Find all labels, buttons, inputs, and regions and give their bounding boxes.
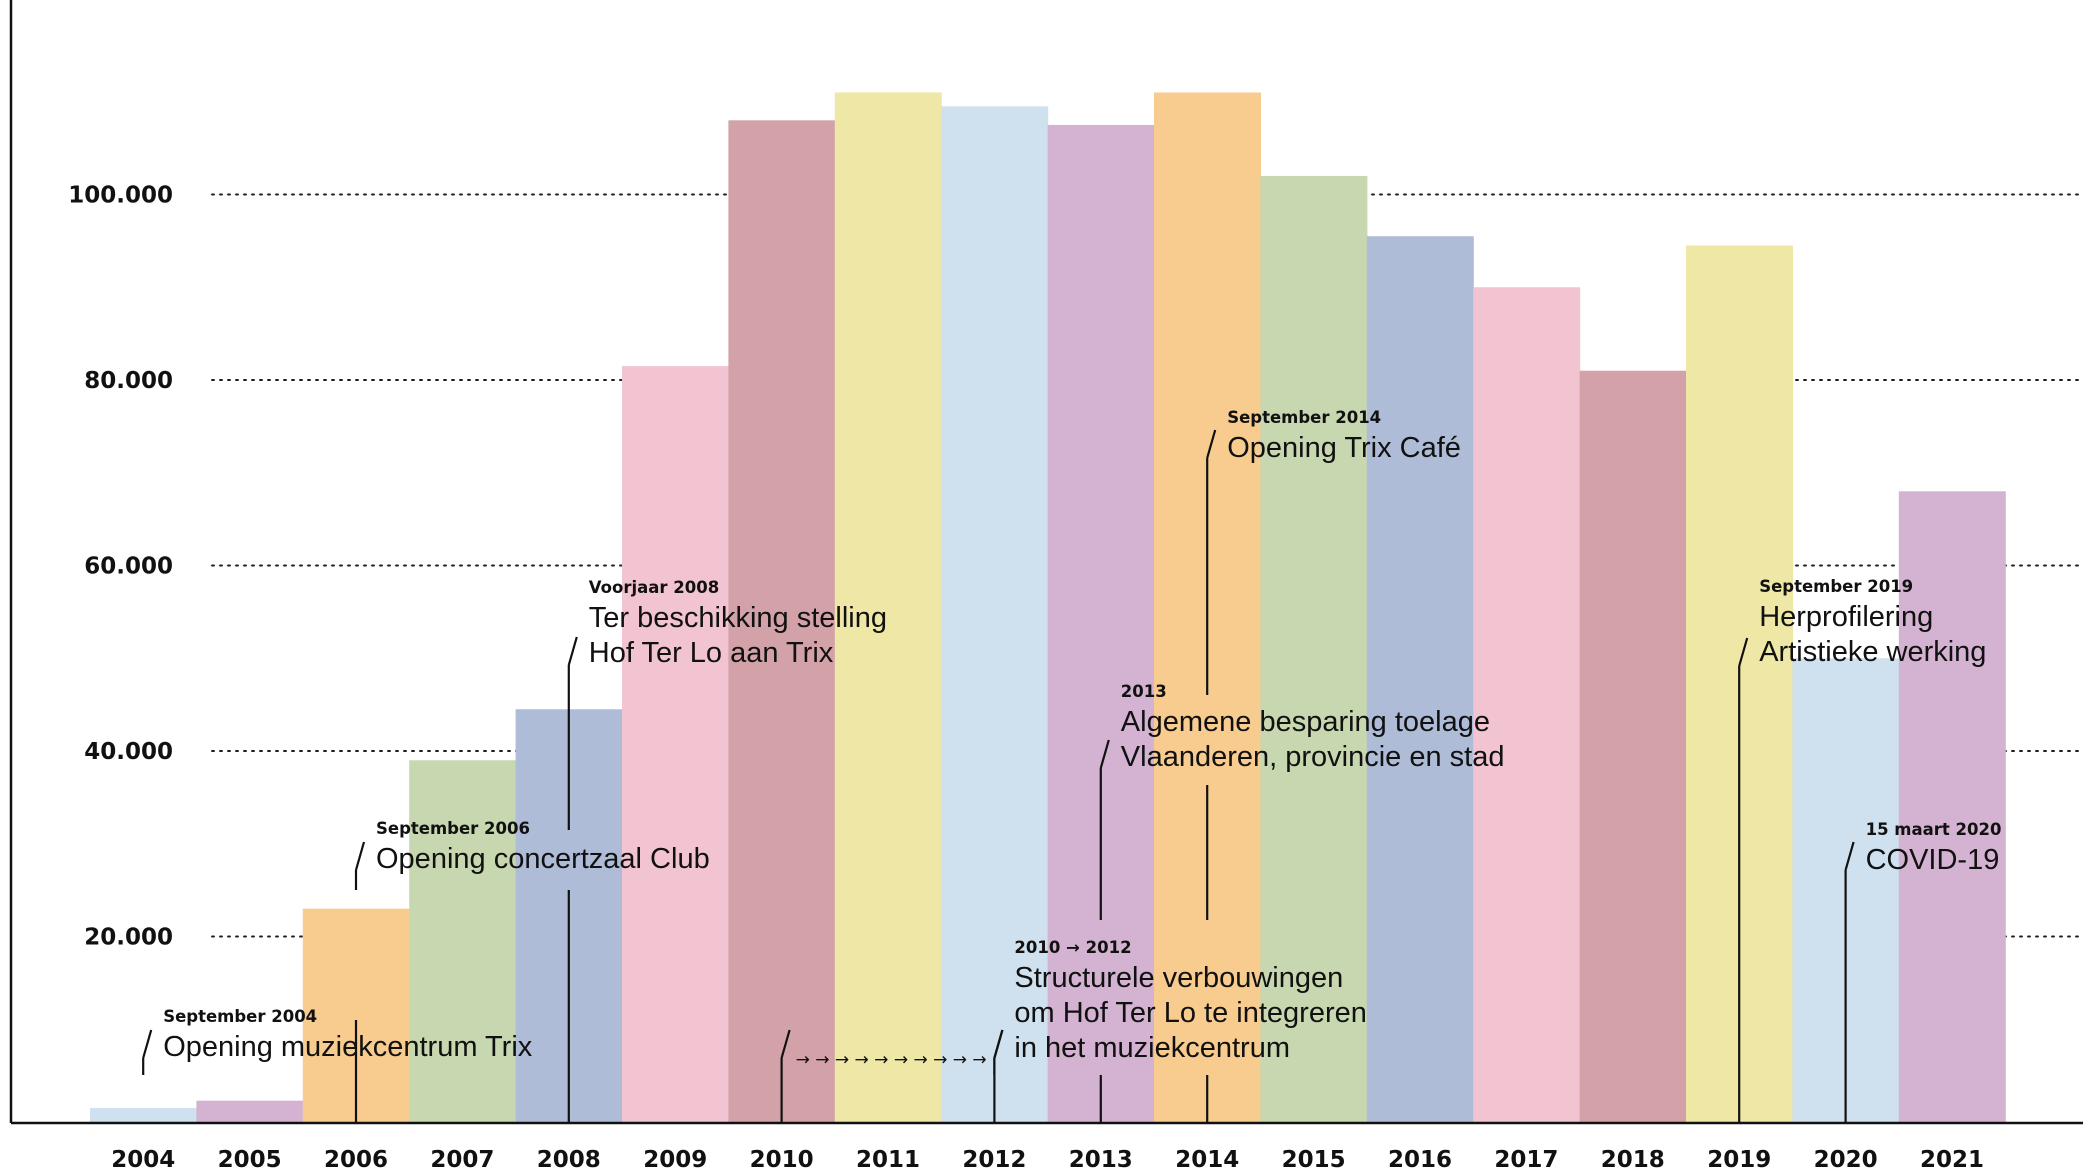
annotation-date: September 2014 [1227,408,1381,427]
x-tick-label: 2007 [430,1147,494,1171]
annotation-2013: 2013 Algemene besparing toelageVlaanderen… [1099,682,1505,1122]
annotation-2004: September 2004 Opening muziekcentrum Trix [142,1007,533,1075]
annotation-2020: 15 maart 2020 COVID-19 [1844,820,2002,1122]
x-tick-label: 2004 [111,1147,175,1171]
bar-2004 [90,1108,197,1122]
annotations: September 2004 Opening muziekcentrum Trix… [142,408,2002,1122]
bar-2011 [834,92,942,1123]
x-tick-label: 2021 [1920,1147,1984,1171]
leader-tick [567,636,578,666]
period-arrow-glyphs: → → → → → → → → → → [796,1050,987,1070]
x-tick-label: 2013 [1069,1147,1133,1171]
leader-tick [354,841,366,871]
leader-tick [1206,429,1217,459]
leader-tick [142,1029,153,1059]
x-tick-label: 2014 [1175,1147,1239,1171]
y-tick-label: 80.000 [84,368,173,394]
annotation-text: Hof Ter Lo aan Trix [589,637,834,669]
annotation-2008: Voorjaar 2008 Ter beschikking stellingHof… [567,578,887,1122]
annotation-text: Vlaanderen, provincie en stad [1121,741,1505,773]
leader-tick [1738,637,1749,667]
bar-2005 [196,1100,304,1122]
y-tick-label: 60.000 [84,554,173,580]
leader-tick [1099,739,1110,769]
bar-2013 [1047,124,1155,1122]
bar-2012 [941,106,1049,1122]
x-tick-label: 2015 [1282,1147,1346,1171]
x-tick-label: 2010 [750,1147,814,1171]
x-tick-label: 2016 [1388,1147,1452,1171]
annotation-text: COVID-19 [1866,844,2000,876]
annotation-2006: September 2006 Opening concertzaal Club [354,819,710,1122]
annotation-text: Opening Trix Café [1227,432,1461,464]
bar-2017 [1473,287,1581,1122]
leader-tick [780,1029,791,1059]
bars [90,92,2006,1123]
annotation-date: Voorjaar 2008 [589,578,719,597]
annotation-date: 15 maart 2020 [1866,820,2002,839]
annotation-2014: September 2014 Opening Trix Café [1206,408,1461,1122]
leader-tick [993,1029,1004,1059]
x-tick-label: 2012 [962,1147,1026,1171]
annotation-date: 2013 [1121,682,1167,701]
x-tick-label: 2006 [324,1147,388,1171]
annotation-date: September 2019 [1759,577,1913,596]
annotation-text: Herprofilering [1759,601,1933,633]
bar-2016 [1366,236,1474,1123]
x-tick-label: 2017 [1494,1147,1558,1171]
annotation-text: Artistieke werking [1759,636,1986,668]
y-tick-label: 100.000 [68,183,173,209]
axes [9,0,2083,1125]
x-tick-label: 2005 [218,1147,282,1171]
x-tick-label: 2020 [1814,1147,1878,1171]
y-tick-label: 20.000 [84,925,173,951]
annotation-text: in het muziekcentrum [1014,1032,1290,1064]
y-tick-labels: 20.000 40.000 60.000 80.000 100.000 [68,183,173,951]
annotation-text: Opening muziekcentrum Trix [163,1031,533,1063]
annotation-text: Algemene besparing toelage [1121,706,1490,738]
x-tick-label: 2011 [856,1147,920,1171]
x-tick-label: 2008 [537,1147,601,1171]
annotation-text: Opening concertzaal Club [376,843,710,875]
period-arrow: → → → → → → → → → → [780,1029,1004,1122]
bar-2015 [1260,175,1368,1122]
bar-2007 [409,760,517,1122]
annotation-text: Ter beschikking stelling [589,602,887,634]
annotation-date: 2010 → 2012 [1014,938,1131,957]
annotation-text: om Hof Ter Lo te integreren [1014,997,1367,1029]
leader-tick [1844,841,1855,871]
bar-2018 [1579,370,1687,1123]
x-tick-label: 2018 [1601,1147,1665,1171]
bar-2010 [728,120,836,1123]
y-tick-label: 40.000 [84,739,173,765]
annotation-text: Structurele verbouwingen [1014,962,1343,994]
bar-2021 [1898,491,2006,1122]
x-tick-labels: 2004 2005 2006 2007 2008 2009 2010 2011 2012 2013… [111,1147,1984,1171]
bar-2009 [622,366,729,1122]
x-tick-label: 2019 [1707,1147,1771,1171]
annotation-date: September 2006 [376,819,530,838]
x-tick-label: 2009 [643,1147,707,1171]
annotation-date: September 2004 [163,1007,317,1026]
